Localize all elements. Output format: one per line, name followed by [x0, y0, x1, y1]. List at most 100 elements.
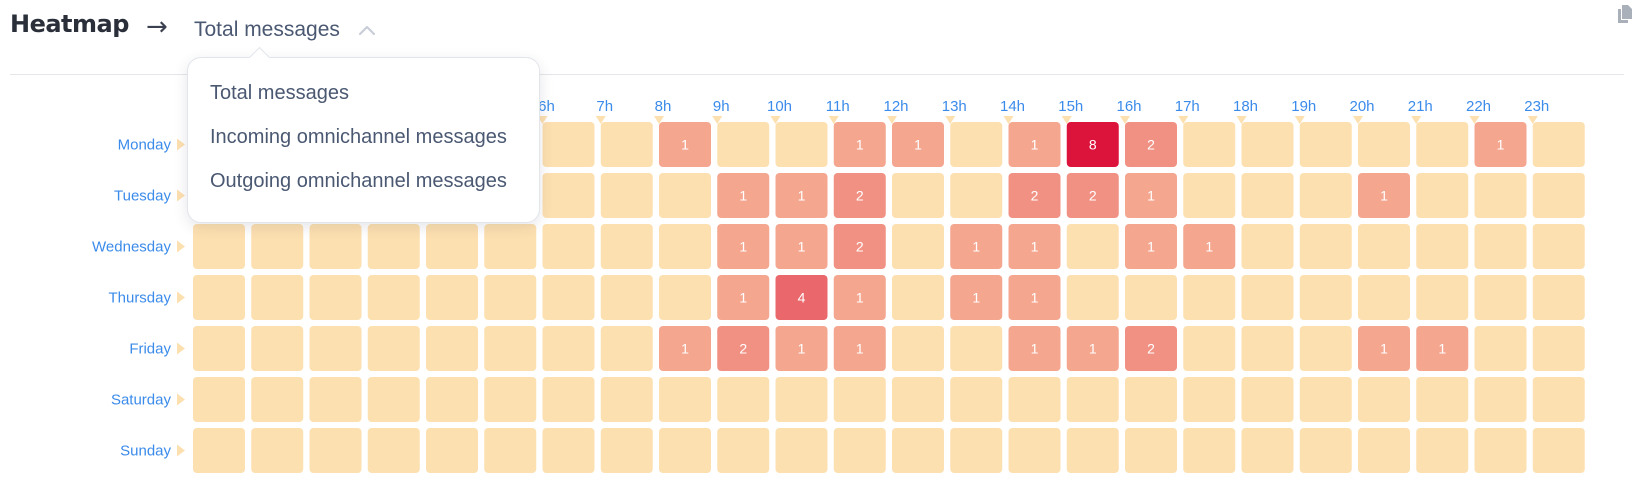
heatmap-cell[interactable] — [833, 377, 886, 422]
heatmap-cell[interactable] — [600, 428, 653, 473]
heatmap-cell[interactable] — [309, 428, 362, 473]
heatmap-cell[interactable] — [1008, 173, 1061, 218]
heatmap-cell[interactable] — [1008, 428, 1061, 473]
heatmap-cell[interactable] — [1241, 377, 1294, 422]
heatmap-cell[interactable] — [1474, 275, 1527, 320]
heatmap-cell[interactable] — [1532, 173, 1585, 218]
heatmap-cell[interactable] — [1008, 275, 1061, 320]
heatmap-cell[interactable] — [309, 377, 362, 422]
heatmap-cell[interactable] — [251, 428, 304, 473]
heatmap-cell[interactable] — [833, 173, 886, 218]
heatmap-cell[interactable] — [1241, 428, 1294, 473]
heatmap-cell[interactable] — [1299, 428, 1352, 473]
heatmap-cell[interactable] — [775, 224, 828, 269]
heatmap-cell[interactable] — [659, 224, 711, 269]
heatmap-cell[interactable] — [833, 326, 886, 371]
heatmap-cell[interactable] — [1066, 377, 1119, 422]
heatmap-cell[interactable] — [1474, 377, 1527, 422]
heatmap-cell[interactable] — [1474, 428, 1527, 473]
heatmap-cell[interactable] — [193, 224, 245, 269]
copy-icon[interactable] — [1617, 4, 1633, 24]
heatmap-cell[interactable] — [950, 275, 1003, 320]
heatmap-cell[interactable] — [659, 377, 711, 422]
heatmap-cell[interactable] — [542, 173, 595, 218]
heatmap-cell[interactable] — [1532, 428, 1585, 473]
heatmap-cell[interactable] — [1125, 275, 1177, 320]
heatmap-cell[interactable] — [717, 122, 770, 167]
heatmap-cell[interactable] — [542, 122, 595, 167]
heatmap-cell[interactable] — [1532, 275, 1585, 320]
heatmap-cell[interactable] — [1125, 122, 1177, 167]
heatmap-cell[interactable] — [367, 224, 420, 269]
heatmap-cell[interactable] — [1183, 122, 1236, 167]
dropdown-option-incoming[interactable]: Incoming omnichannel messages — [210, 126, 507, 148]
heatmap-cell[interactable] — [600, 326, 653, 371]
heatmap-cell[interactable] — [426, 326, 478, 371]
heatmap-cell[interactable] — [1125, 173, 1177, 218]
heatmap-cell[interactable] — [484, 377, 537, 422]
heatmap-cell[interactable] — [426, 377, 478, 422]
heatmap-cell[interactable] — [309, 275, 362, 320]
dropdown-option-total[interactable]: Total messages — [210, 82, 349, 104]
heatmap-cell[interactable] — [1474, 173, 1527, 218]
heatmap-cell[interactable] — [251, 275, 304, 320]
heatmap-cell[interactable] — [1358, 224, 1410, 269]
heatmap-cell[interactable] — [367, 275, 420, 320]
heatmap-cell[interactable] — [1416, 377, 1469, 422]
heatmap-cell[interactable] — [1416, 224, 1469, 269]
heatmap-cell[interactable] — [367, 326, 420, 371]
heatmap-cell[interactable] — [1358, 275, 1410, 320]
heatmap-cell[interactable] — [833, 275, 886, 320]
heatmap-cell[interactable] — [659, 173, 711, 218]
heatmap-cell[interactable] — [542, 428, 595, 473]
heatmap-cell[interactable] — [833, 122, 886, 167]
heatmap-cell[interactable] — [1416, 326, 1469, 371]
heatmap-cell[interactable] — [1532, 377, 1585, 422]
heatmap-cell[interactable] — [367, 377, 420, 422]
heatmap-cell[interactable] — [1066, 173, 1119, 218]
heatmap-cell[interactable] — [1241, 275, 1294, 320]
heatmap-cell[interactable] — [1474, 326, 1527, 371]
heatmap-cell[interactable] — [367, 428, 420, 473]
heatmap-cell[interactable] — [1125, 326, 1177, 371]
heatmap-cell[interactable] — [1066, 224, 1119, 269]
heatmap-cell[interactable] — [426, 224, 478, 269]
heatmap-cell[interactable] — [193, 326, 245, 371]
heatmap-cell[interactable] — [542, 326, 595, 371]
heatmap-cell[interactable] — [1416, 122, 1469, 167]
heatmap-cell[interactable] — [1066, 428, 1119, 473]
heatmap-cell[interactable] — [309, 224, 362, 269]
heatmap-cell[interactable] — [1183, 173, 1236, 218]
heatmap-cell[interactable] — [1066, 275, 1119, 320]
heatmap-cell[interactable] — [251, 326, 304, 371]
heatmap-cell[interactable] — [892, 428, 944, 473]
heatmap-cell[interactable] — [542, 224, 595, 269]
heatmap-cell[interactable] — [659, 275, 711, 320]
heatmap-cell[interactable] — [717, 428, 770, 473]
metric-select[interactable]: Total messages — [194, 18, 376, 42]
heatmap-cell[interactable] — [1125, 428, 1177, 473]
heatmap-cell[interactable] — [1183, 377, 1236, 422]
heatmap-cell[interactable] — [1241, 122, 1294, 167]
heatmap-cell[interactable] — [600, 377, 653, 422]
heatmap-cell[interactable] — [1183, 428, 1236, 473]
heatmap-cell[interactable] — [1008, 224, 1061, 269]
heatmap-cell[interactable] — [1183, 326, 1236, 371]
heatmap-cell[interactable] — [950, 377, 1003, 422]
heatmap-cell[interactable] — [775, 377, 828, 422]
heatmap-cell[interactable] — [775, 428, 828, 473]
heatmap-cell[interactable] — [1066, 326, 1119, 371]
heatmap-cell[interactable] — [600, 122, 653, 167]
heatmap-cell[interactable] — [1358, 122, 1410, 167]
heatmap-cell[interactable] — [833, 428, 886, 473]
heatmap-cell[interactable] — [1299, 122, 1352, 167]
heatmap-cell[interactable] — [892, 122, 944, 167]
heatmap-cell[interactable] — [1358, 428, 1410, 473]
heatmap-cell[interactable] — [892, 275, 944, 320]
heatmap-cell[interactable] — [1183, 275, 1236, 320]
heatmap-cell[interactable] — [600, 224, 653, 269]
heatmap-cell[interactable] — [717, 173, 770, 218]
dropdown-option-outgoing[interactable]: Outgoing omnichannel messages — [210, 170, 507, 192]
heatmap-cell[interactable] — [1241, 326, 1294, 371]
heatmap-cell[interactable] — [1008, 326, 1061, 371]
